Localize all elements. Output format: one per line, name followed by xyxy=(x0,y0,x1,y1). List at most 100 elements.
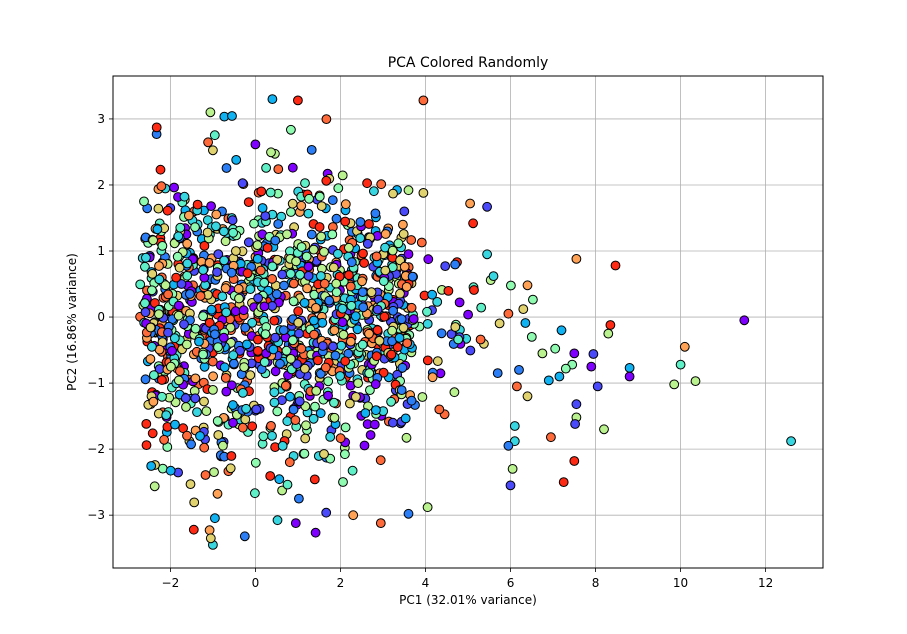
data-point xyxy=(422,306,432,317)
data-point xyxy=(139,196,149,207)
data-point xyxy=(316,271,326,281)
data-point xyxy=(311,386,322,396)
data-point xyxy=(422,355,433,366)
data-point xyxy=(269,397,280,408)
data-point xyxy=(323,390,334,401)
data-point xyxy=(333,183,344,194)
data-point xyxy=(300,363,310,374)
data-point xyxy=(344,270,354,281)
data-point xyxy=(522,391,533,402)
data-point xyxy=(310,527,321,538)
data-point xyxy=(273,219,284,229)
data-point xyxy=(475,334,486,345)
data-point xyxy=(182,339,192,350)
y-tick-label: 1 xyxy=(97,244,105,258)
data-point xyxy=(189,497,200,508)
data-point xyxy=(422,319,433,329)
data-point xyxy=(403,185,414,196)
data-point xyxy=(355,233,366,244)
data-point xyxy=(514,365,524,375)
data-point xyxy=(331,213,342,224)
data-point xyxy=(328,341,338,352)
data-point xyxy=(337,170,348,181)
data-point xyxy=(436,328,447,339)
data-point xyxy=(292,359,302,370)
data-point xyxy=(251,404,262,415)
data-point xyxy=(163,327,173,338)
data-point xyxy=(443,286,454,296)
data-point xyxy=(284,457,295,468)
data-point xyxy=(290,415,301,426)
data-point xyxy=(270,235,281,246)
data-point xyxy=(355,217,366,227)
data-point xyxy=(571,254,582,264)
data-point xyxy=(262,243,273,253)
data-point xyxy=(319,278,330,289)
data-point xyxy=(325,432,336,442)
data-point xyxy=(192,407,202,418)
data-point xyxy=(309,474,320,485)
data-point xyxy=(468,218,479,229)
data-point xyxy=(220,283,231,294)
data-point xyxy=(290,518,301,528)
data-point xyxy=(221,386,232,397)
data-point xyxy=(291,256,302,267)
data-point xyxy=(543,375,554,386)
data-point xyxy=(273,164,284,175)
data-point xyxy=(463,309,474,320)
data-point xyxy=(282,479,293,490)
data-point xyxy=(199,361,210,372)
data-point xyxy=(317,317,328,328)
data-point xyxy=(335,371,346,381)
data-point xyxy=(520,318,531,328)
data-point xyxy=(272,406,283,417)
data-point xyxy=(147,269,158,279)
data-point xyxy=(267,431,277,441)
data-point xyxy=(212,488,223,499)
data-point xyxy=(277,269,288,280)
data-point xyxy=(238,305,249,316)
data-point xyxy=(365,385,375,396)
data-point xyxy=(293,95,303,106)
data-point xyxy=(357,276,367,287)
data-point xyxy=(175,366,185,377)
data-point xyxy=(378,276,389,287)
data-point xyxy=(259,277,270,288)
data-point xyxy=(403,249,414,260)
data-point xyxy=(506,280,516,291)
data-point xyxy=(406,302,417,313)
data-point xyxy=(226,451,237,461)
data-point xyxy=(172,251,183,262)
data-point xyxy=(399,261,410,272)
data-point xyxy=(308,244,319,255)
data-point xyxy=(398,322,409,333)
data-point xyxy=(398,219,408,230)
data-point xyxy=(315,368,326,379)
data-point xyxy=(324,295,335,306)
data-point xyxy=(288,404,299,415)
data-point xyxy=(169,333,180,344)
data-point xyxy=(393,238,404,249)
data-point xyxy=(321,114,332,124)
data-point xyxy=(357,339,368,350)
data-point xyxy=(345,336,356,347)
data-point xyxy=(195,291,206,301)
data-point xyxy=(210,513,220,524)
data-point xyxy=(309,329,320,340)
data-point xyxy=(364,219,374,229)
data-point xyxy=(556,325,567,336)
data-point xyxy=(675,359,686,370)
data-point xyxy=(399,206,410,217)
data-point xyxy=(255,265,266,276)
data-point xyxy=(208,371,219,382)
data-point xyxy=(288,278,299,289)
data-point xyxy=(213,342,223,353)
data-point xyxy=(250,488,260,499)
data-point xyxy=(169,182,180,193)
data-point xyxy=(218,440,228,451)
data-point xyxy=(300,433,311,444)
data-point xyxy=(153,203,164,214)
x-tick-label: 4 xyxy=(422,576,430,590)
